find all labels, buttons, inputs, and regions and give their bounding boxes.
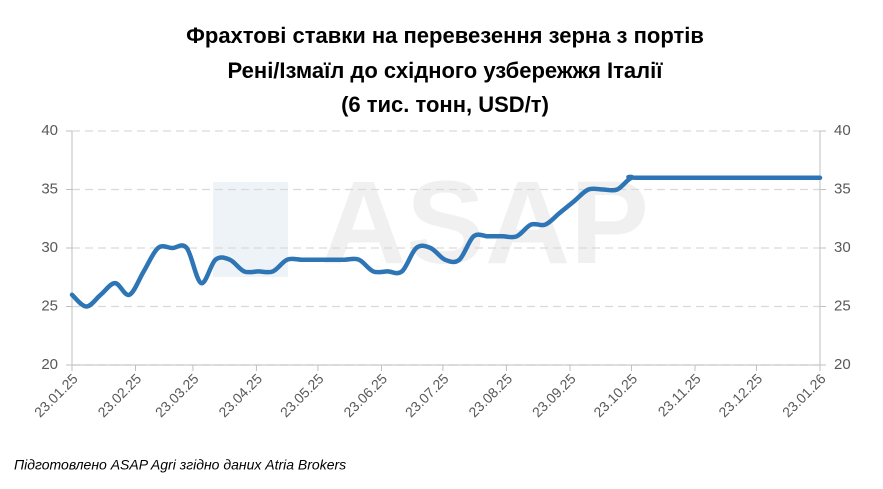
y-tick-label: 25 [41,297,58,314]
chart-title: Фрахтові ставки на перевезення зерна з п… [186,23,704,48]
x-tick-label: 23.09.25 [529,370,579,420]
x-tick-label: 23.03.25 [152,370,202,420]
watermark-icon [213,182,288,277]
x-tick-label: 23.01.25 [31,370,81,420]
source-note: Підготовлено ASAP Agri згідно даних Atri… [14,457,346,473]
x-tick-label: 23.08.25 [465,370,515,420]
x-tick-label: 23.10.25 [590,370,640,420]
watermark: ASAP [321,157,649,289]
y2-tick-label: 30 [834,239,851,256]
x-tick-label: 23.07.25 [402,370,452,420]
y2-tick-label: 40 [834,122,851,139]
x-tick-label: 23.11.25 [655,370,704,419]
chart-title: Рені/Ізмаїл до східного узбережжя Італії [228,58,664,83]
y-tick-label: 40 [41,122,58,139]
y-tick-label: 20 [41,356,58,373]
y-tick-label: 35 [41,180,58,197]
chart-title: (6 тис. тонн, USD/т) [341,92,549,117]
y2-tick-label: 25 [834,297,851,314]
y-tick-label: 30 [41,239,58,256]
x-tick-label: 23.06.25 [340,370,390,420]
y2-tick-label: 35 [834,180,851,197]
x-tick-label: 23.01.26 [779,370,829,420]
x-tick-label: 23.05.25 [277,370,327,420]
y2-tick-label: 20 [834,356,851,373]
data-line [69,174,823,309]
x-tick-label: 23.04.25 [215,370,265,420]
x-tick-label: 23.02.25 [94,370,144,420]
x-tick-label: 23.12.25 [715,370,765,420]
